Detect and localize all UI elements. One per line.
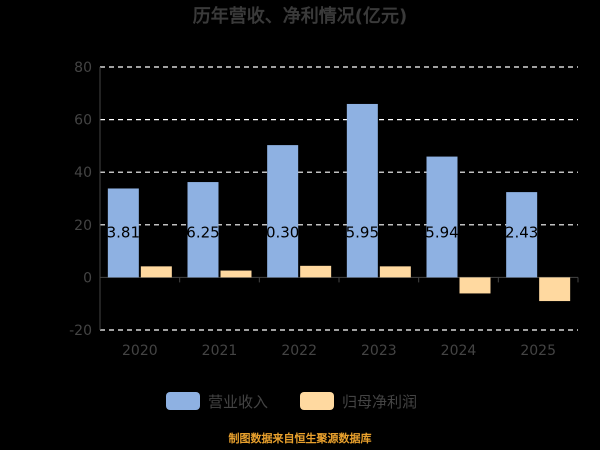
source-note: 制图数据来自恒生聚源数据库 [229, 431, 372, 445]
x-tick-label: 2021 [202, 343, 238, 359]
net-profit-bar [220, 270, 252, 278]
bar-labels: 3.81 6.25 0.30 5.95 5.94 2.43 [107, 223, 539, 241]
revenue-bar [267, 145, 299, 278]
legend-revenue-swatch [166, 392, 200, 410]
y-tick-label: 20 [74, 218, 92, 234]
revenue-bar-label: 6.25 [186, 223, 219, 241]
gridlines [100, 66, 578, 331]
revenue-bar [506, 192, 538, 278]
net-profit-bar [539, 277, 571, 302]
legend-net-profit-swatch [300, 392, 334, 410]
y-tick-label: 80 [74, 60, 92, 76]
revenue-bar [346, 103, 378, 278]
legend-revenue-label: 营业收入 [208, 393, 268, 411]
net-profit-bar [379, 266, 411, 278]
net-profit-bar [300, 265, 332, 278]
revenue-bar-label: 5.95 [346, 223, 379, 241]
y-tick-label: 60 [74, 113, 92, 129]
y-tick-label: 40 [74, 165, 92, 181]
x-tick-label: 2020 [122, 343, 158, 359]
legend: 营业收入 归母净利润 [166, 392, 417, 411]
net-profit-bar [140, 266, 172, 278]
revenue-bar-label: 3.81 [107, 223, 140, 241]
net-profit-bar [459, 277, 491, 294]
y-tick-label: -20 [69, 323, 92, 339]
revenue-bar-label: 5.94 [425, 223, 458, 241]
chart-title: 历年营收、净利情况(亿元) [193, 5, 407, 27]
revenue-bar [107, 188, 139, 278]
revenue-bar [426, 156, 458, 278]
revenue-bar [187, 182, 219, 278]
y-tick-label: 0 [83, 270, 92, 286]
x-tick-label: 2024 [441, 343, 477, 359]
x-tick-label: 2023 [361, 343, 397, 359]
legend-net-profit-label: 归母净利润 [342, 393, 417, 411]
x-tick-label: 2025 [520, 343, 556, 359]
bars [107, 103, 571, 302]
revenue-bar-label: 0.30 [266, 223, 299, 241]
axes: -20 0 20 40 60 80 2020 2021 2022 2023 2024 2025 [69, 60, 579, 359]
revenue-bar-label: 2.43 [505, 223, 538, 241]
x-tick-label: 2022 [281, 343, 317, 359]
